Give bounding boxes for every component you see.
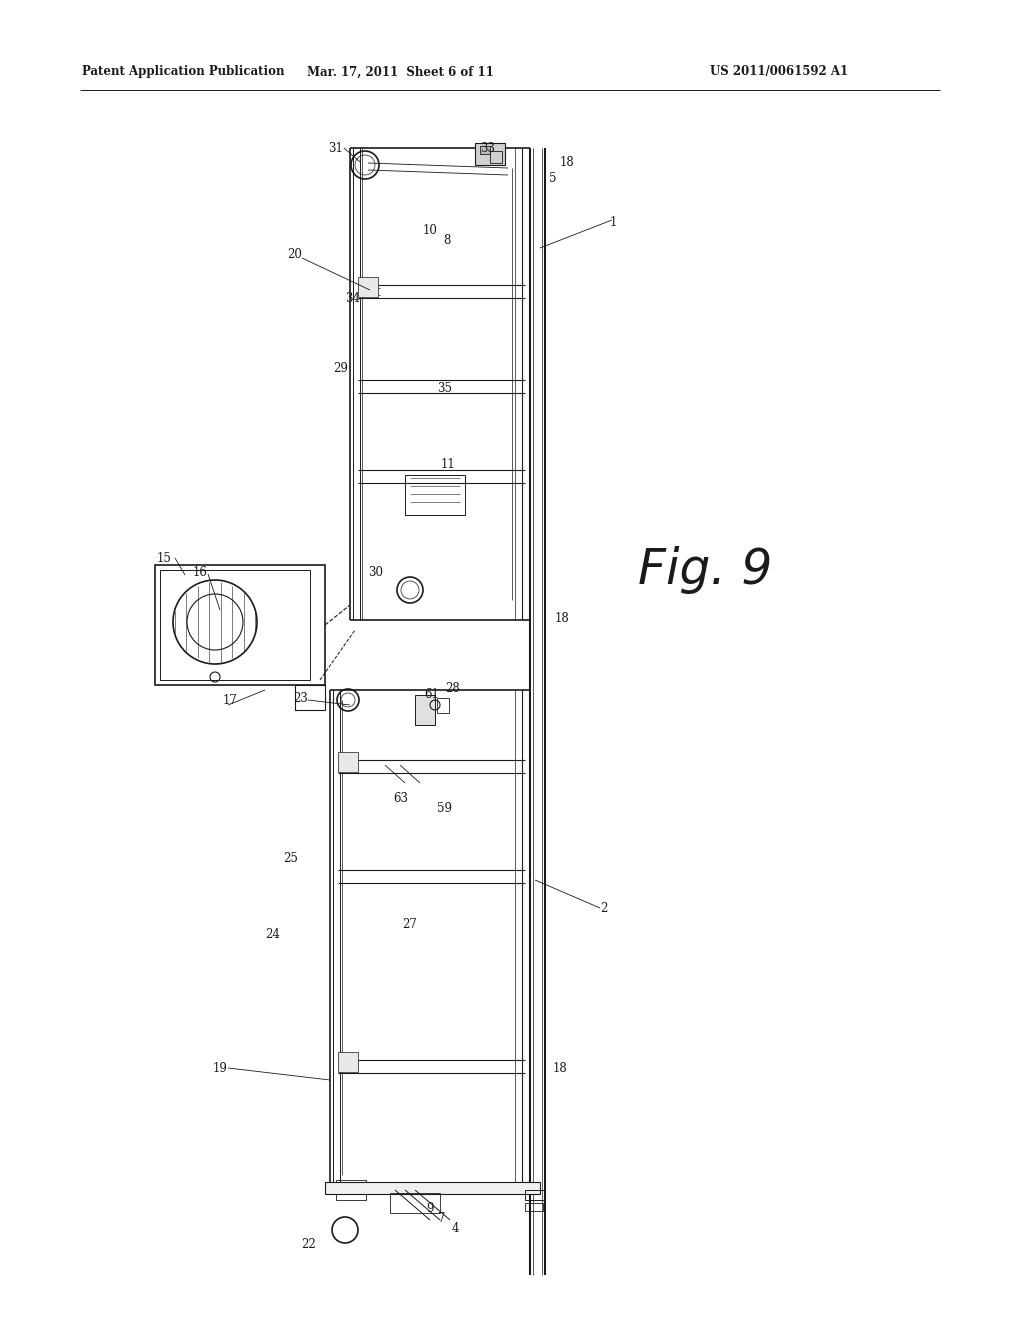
Text: 25: 25 <box>283 851 298 865</box>
Text: Fig. 9: Fig. 9 <box>638 546 772 594</box>
Bar <box>160 570 310 680</box>
Text: 11: 11 <box>440 458 456 471</box>
Text: 59: 59 <box>437 801 453 814</box>
Bar <box>490 150 502 162</box>
Text: 2: 2 <box>600 902 607 915</box>
Text: Patent Application Publication: Patent Application Publication <box>82 66 285 78</box>
Bar <box>480 147 490 154</box>
Bar <box>338 752 358 772</box>
Bar <box>338 1052 358 1072</box>
Text: 31: 31 <box>328 141 343 154</box>
Text: 16: 16 <box>194 565 208 578</box>
Bar <box>525 1191 545 1200</box>
Text: 5: 5 <box>549 172 556 185</box>
Text: 4: 4 <box>452 1221 459 1234</box>
Text: 63: 63 <box>393 792 408 804</box>
Text: 22: 22 <box>301 1238 316 1251</box>
Bar <box>358 277 378 297</box>
Bar <box>295 685 325 710</box>
Bar <box>336 1180 366 1200</box>
Text: 17: 17 <box>223 693 238 706</box>
Text: 18: 18 <box>560 156 574 169</box>
Bar <box>325 1181 540 1195</box>
Bar <box>415 696 435 725</box>
Text: 20: 20 <box>287 248 302 261</box>
Bar <box>437 698 449 713</box>
Bar <box>525 1203 543 1210</box>
Text: 18: 18 <box>553 1061 567 1074</box>
Text: 23: 23 <box>293 692 308 705</box>
Text: 18: 18 <box>555 611 569 624</box>
Bar <box>390 1193 440 1213</box>
Text: 9: 9 <box>426 1201 434 1214</box>
Bar <box>155 565 325 685</box>
Text: 10: 10 <box>423 223 437 236</box>
Text: US 2011/0061592 A1: US 2011/0061592 A1 <box>710 66 848 78</box>
Text: 7: 7 <box>438 1212 445 1225</box>
Text: 30: 30 <box>368 565 383 578</box>
Text: 35: 35 <box>437 381 453 395</box>
Text: 34: 34 <box>345 292 360 305</box>
Text: 15: 15 <box>157 552 172 565</box>
Text: 1: 1 <box>610 215 617 228</box>
Text: 27: 27 <box>402 919 418 932</box>
Text: 8: 8 <box>443 234 451 247</box>
Bar <box>475 143 505 165</box>
Text: 33: 33 <box>480 141 496 154</box>
Text: Mar. 17, 2011  Sheet 6 of 11: Mar. 17, 2011 Sheet 6 of 11 <box>306 66 494 78</box>
Text: 61: 61 <box>425 689 439 701</box>
Text: 19: 19 <box>213 1061 228 1074</box>
Text: 29: 29 <box>333 362 348 375</box>
Bar <box>406 475 465 515</box>
Text: 24: 24 <box>265 928 280 941</box>
Text: 28: 28 <box>445 681 461 694</box>
